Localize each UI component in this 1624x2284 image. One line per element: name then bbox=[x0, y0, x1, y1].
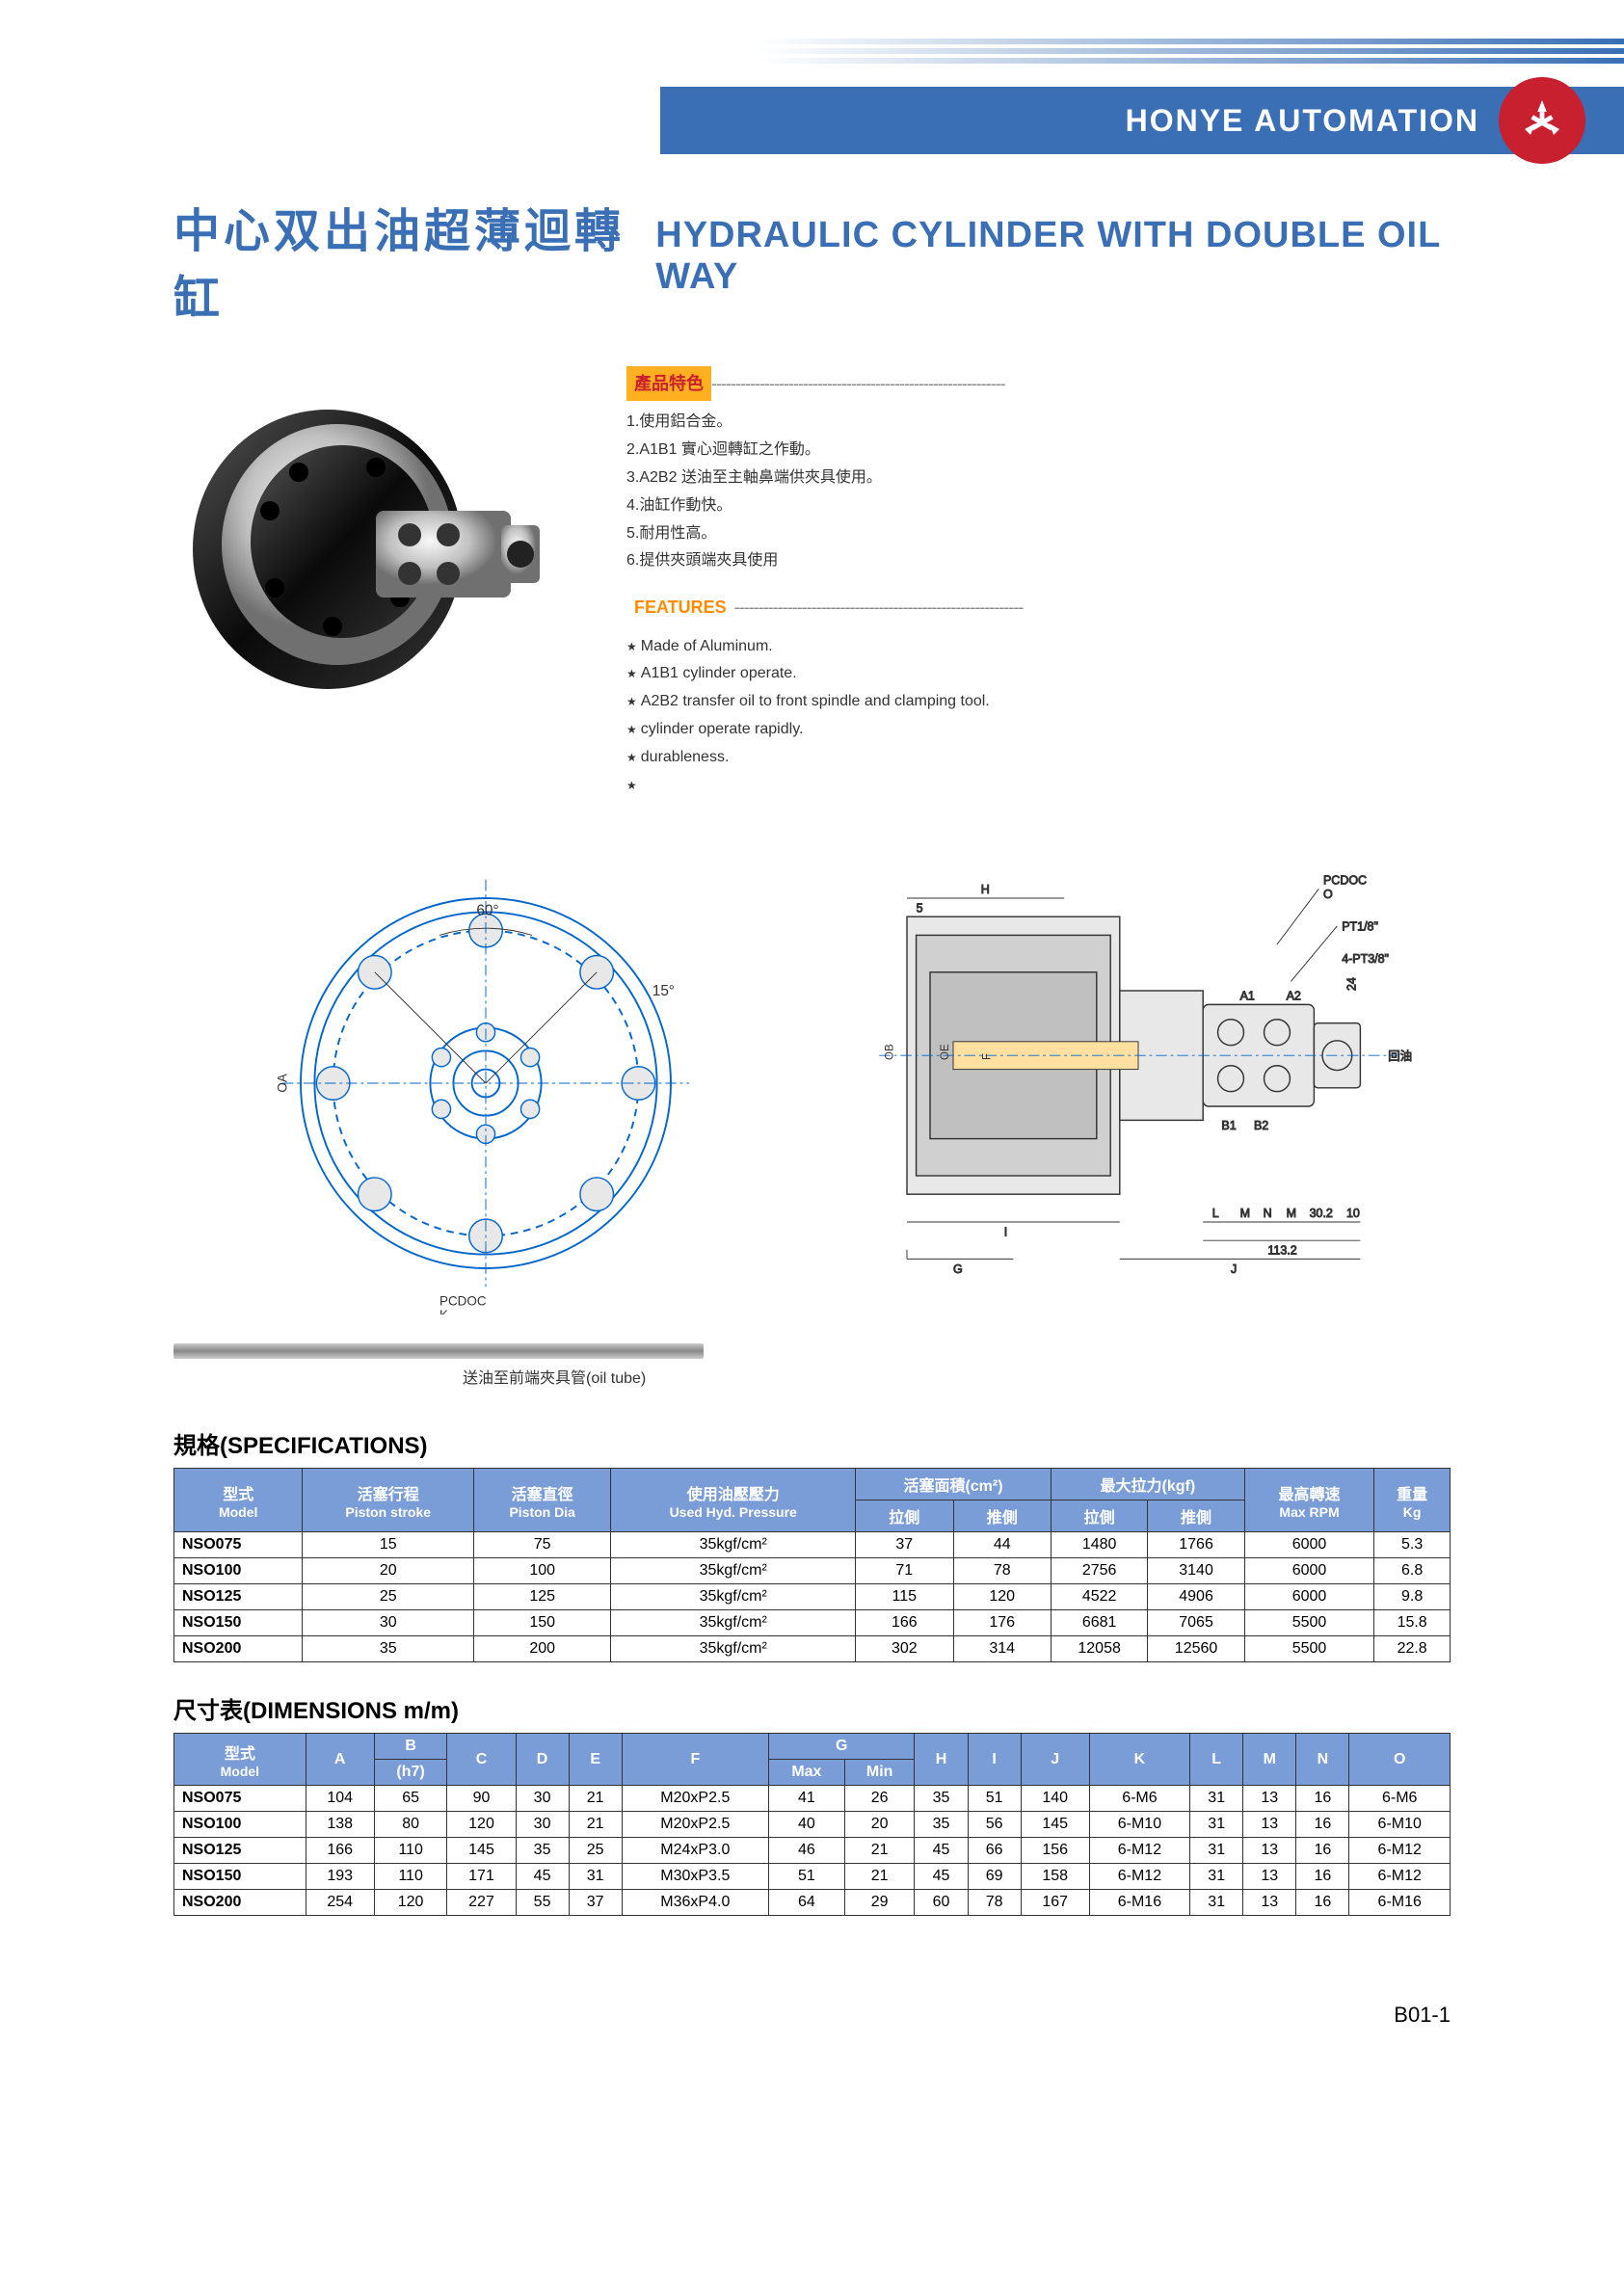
header-stripes bbox=[757, 39, 1624, 67]
oil-tube-label: 送油至前端夾具管(oil tube) bbox=[463, 1365, 1451, 1388]
dim-title: 尺寸表(DIMENSIONS m/m) bbox=[173, 1691, 1451, 1725]
drawing-side-view: PCDOCO PT1/8" 4-PT3/8" A1 A2 B1 B2 回油 24 I… bbox=[827, 842, 1451, 1324]
table-row: NSO07510465903021M20xP2.5412635511406-M6… bbox=[174, 1786, 1451, 1812]
company-name: HONYE AUTOMATION bbox=[1126, 103, 1479, 139]
svg-text:24: 24 bbox=[1345, 977, 1359, 991]
feature-item-en: Made of Aluminum. bbox=[626, 633, 1451, 661]
svg-text:PT1/8": PT1/8" bbox=[1342, 920, 1378, 934]
oil-tube-row: 送油至前端夾具管(oil tube) bbox=[173, 1343, 1451, 1388]
svg-text:OB: OB bbox=[885, 1044, 896, 1060]
table-row: NSO1251661101453525M24xP3.0462145661566-… bbox=[174, 1838, 1451, 1864]
svg-text:O: O bbox=[1323, 888, 1333, 901]
title-chinese: 中心双出油超薄迴轉缸 bbox=[173, 193, 626, 328]
svg-text:PCDOC: PCDOC bbox=[1323, 874, 1367, 888]
svg-text:L: L bbox=[1212, 1208, 1219, 1221]
header-main: HONYE AUTOMATION bbox=[660, 87, 1624, 154]
svg-text:PCDOC: PCDOC bbox=[439, 1294, 487, 1309]
svg-text:30.2: 30.2 bbox=[1310, 1208, 1333, 1221]
svg-text:M: M bbox=[1240, 1208, 1250, 1221]
feature-item-cn: 1.使用鋁合金。 bbox=[626, 409, 1451, 437]
svg-text:N: N bbox=[1264, 1208, 1272, 1221]
table-row: NSO1503015035kgf/cm²16617666817065550015… bbox=[174, 1610, 1451, 1636]
table-row: NSO1002010035kgf/cm²71782756314060006.8 bbox=[174, 1558, 1451, 1584]
table-row: NSO2003520035kgf/cm²30231412058125605500… bbox=[174, 1636, 1451, 1662]
svg-text:60°: 60° bbox=[476, 903, 498, 919]
feature-item-cn: 6.提供夾頭端夾具使用 bbox=[626, 547, 1451, 575]
technical-drawings: 60° 15° OA PCDOC K bbox=[173, 842, 1451, 1324]
table-row: NSO2002541202275537M36xP4.0642960781676-… bbox=[174, 1890, 1451, 1916]
svg-text:I: I bbox=[1004, 1226, 1007, 1239]
oil-tube-bar bbox=[173, 1343, 704, 1359]
features-header-cn: 產品特色 bbox=[626, 366, 711, 401]
features-block: 產品特色------------------------------------… bbox=[626, 366, 1451, 813]
feature-item-en bbox=[626, 772, 1451, 800]
page-header: HONYE AUTOMATION bbox=[0, 0, 1624, 154]
page-number: B01-1 bbox=[0, 1983, 1624, 2047]
svg-text:4-PT3/8": 4-PT3/8" bbox=[1342, 953, 1389, 967]
svg-text:A1: A1 bbox=[1240, 990, 1255, 1003]
title-row: 中心双出油超薄迴轉缸 HYDRAULIC CYLINDER WITH DOUBL… bbox=[173, 193, 1451, 328]
feature-item-cn: 5.耐用性高。 bbox=[626, 520, 1451, 548]
svg-text:B1: B1 bbox=[1222, 1119, 1237, 1132]
svg-text:G: G bbox=[953, 1262, 963, 1276]
svg-text:113.2: 113.2 bbox=[1268, 1244, 1297, 1258]
table-row: NSO1252512535kgf/cm²1151204522490660009.… bbox=[174, 1584, 1451, 1610]
svg-text:H: H bbox=[981, 884, 990, 897]
spec-title: 規格(SPECIFICATIONS) bbox=[173, 1426, 1451, 1460]
svg-text:K: K bbox=[439, 1308, 448, 1315]
drawing-front-view: 60° 15° OA PCDOC K bbox=[173, 842, 798, 1324]
feature-item-en: cylinder operate rapidly. bbox=[626, 716, 1451, 744]
svg-text:10: 10 bbox=[1346, 1208, 1360, 1221]
dim-table: 型式Model A B CDEF G HIJKLMNO (h7)MaxMin N… bbox=[173, 1733, 1451, 1916]
svg-text:B2: B2 bbox=[1254, 1119, 1268, 1132]
svg-text:15°: 15° bbox=[652, 983, 675, 999]
spec-table: 型式Model 活塞行程Piston stroke 活塞直徑Piston Dia… bbox=[173, 1468, 1451, 1662]
svg-text:回油: 回油 bbox=[1388, 1049, 1412, 1063]
svg-text:M: M bbox=[1287, 1208, 1296, 1221]
company-logo-icon bbox=[1499, 77, 1585, 164]
svg-text:OA: OA bbox=[275, 1074, 289, 1092]
product-photo bbox=[173, 366, 578, 732]
table-row: NSO1501931101714531M30xP3.5512145691586-… bbox=[174, 1864, 1451, 1890]
svg-text:F: F bbox=[982, 1053, 994, 1060]
feature-item-en: A2B2 transfer oil to front spindle and c… bbox=[626, 688, 1451, 716]
title-english: HYDRAULIC CYLINDER WITH DOUBLE OIL WAY bbox=[655, 215, 1451, 298]
feature-item-cn: 4.油缸作動快。 bbox=[626, 492, 1451, 520]
feature-item-en: A1B1 cylinder operate. bbox=[626, 660, 1451, 688]
svg-text:5: 5 bbox=[917, 902, 923, 916]
table-row: NSO100138801203021M20xP2.5402035561456-M… bbox=[174, 1812, 1451, 1838]
svg-text:A2: A2 bbox=[1287, 990, 1301, 1003]
feature-item-cn: 3.A2B2 送油至主軸鼻端供夾具使用。 bbox=[626, 465, 1451, 492]
features-header-en: FEATURES bbox=[626, 590, 734, 624]
svg-text:J: J bbox=[1231, 1262, 1237, 1276]
svg-text:OE: OE bbox=[940, 1044, 951, 1060]
table-row: NSO075157535kgf/cm²37441480176660005.3 bbox=[174, 1532, 1451, 1558]
feature-item-en: durableness. bbox=[626, 744, 1451, 772]
feature-item-cn: 2.A1B1 實心迴轉缸之作動。 bbox=[626, 437, 1451, 465]
